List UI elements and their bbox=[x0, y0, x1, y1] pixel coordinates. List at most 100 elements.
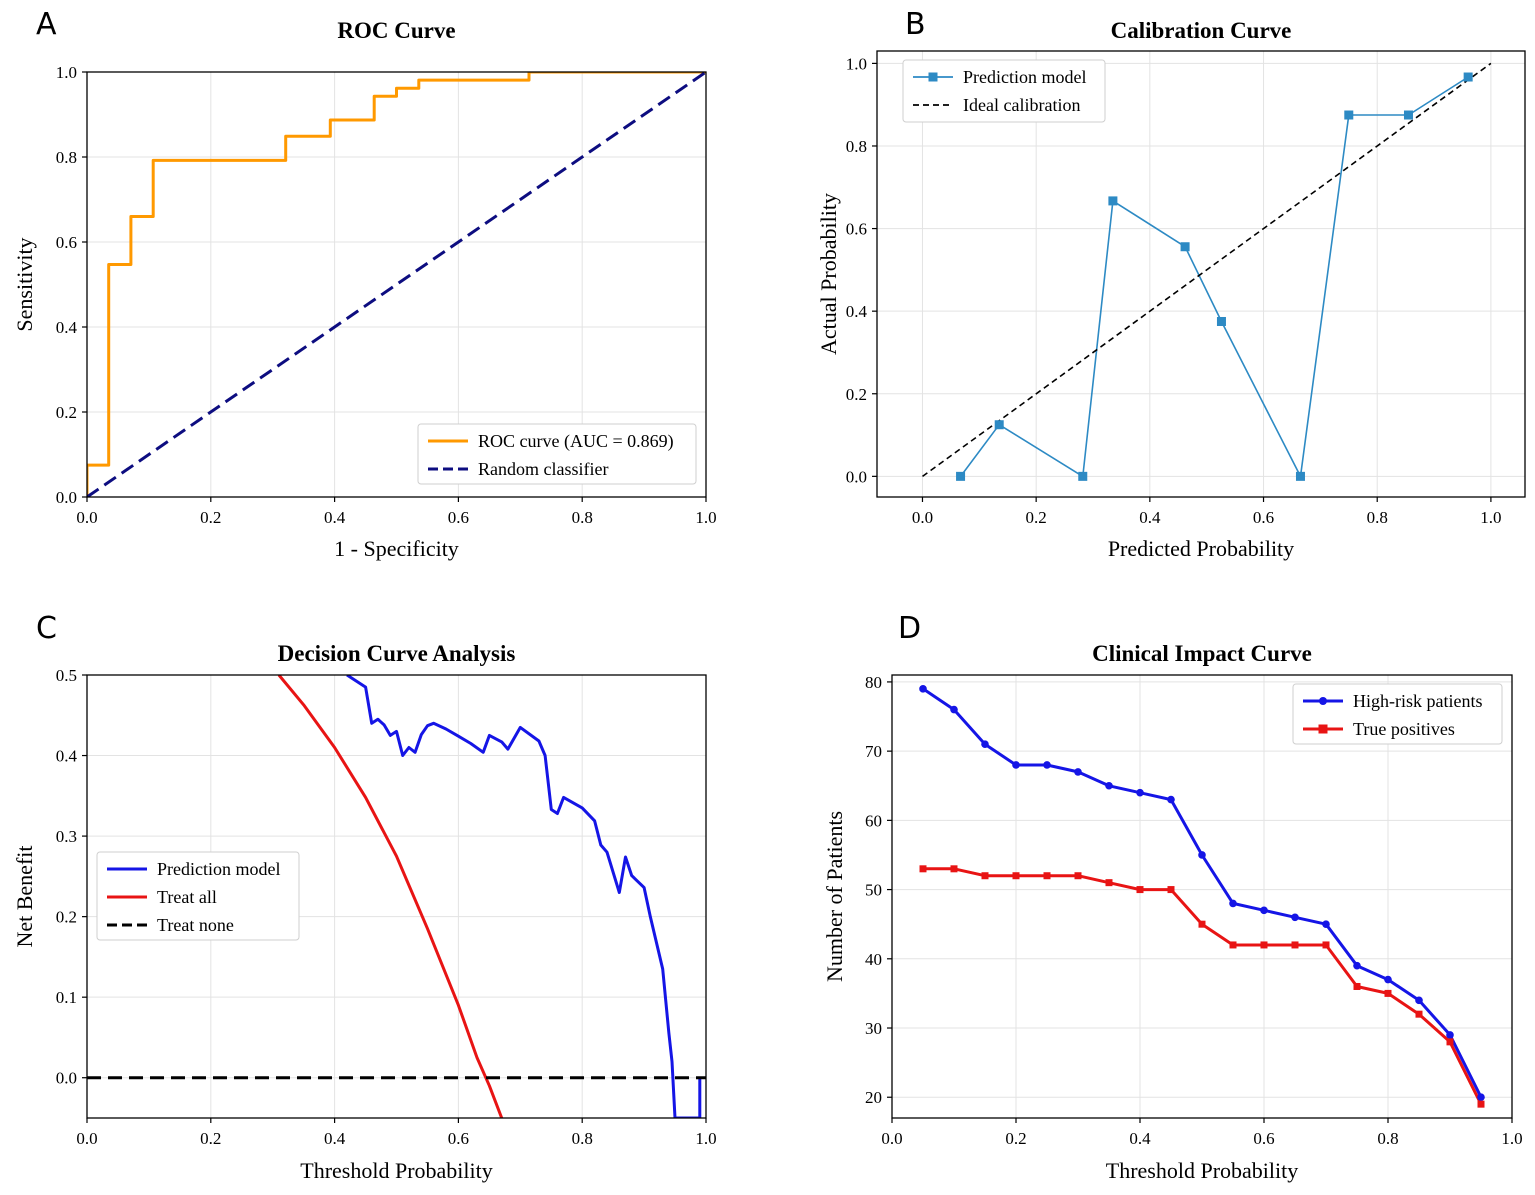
legend-label: Random classifier bbox=[478, 459, 608, 479]
panel-letter: B bbox=[905, 7, 926, 42]
y-tick-label: 40 bbox=[865, 950, 882, 969]
y-tick-label: 30 bbox=[865, 1019, 882, 1038]
data-point bbox=[1477, 1100, 1485, 1108]
y-tick-label: 0.4 bbox=[846, 302, 868, 321]
data-point bbox=[1291, 913, 1299, 922]
y-tick-label: 20 bbox=[865, 1088, 882, 1107]
data-point bbox=[1167, 795, 1175, 804]
chart-panel-b: 0.0 0.2 0.4 0.6 0.8 1.0 0.0 0.2 0.4 0.6 0.8 1.0 Cali… bbox=[816, 7, 1526, 561]
data-point bbox=[1353, 961, 1361, 970]
data-point bbox=[1043, 872, 1051, 880]
y-axis-label: Actual Probability bbox=[816, 193, 841, 355]
legend-label: Ideal calibration bbox=[963, 95, 1080, 115]
y-tick-label: 1.0 bbox=[846, 54, 867, 73]
data-point bbox=[1295, 471, 1305, 481]
data-point bbox=[1322, 920, 1330, 928]
legend-label: Treat none bbox=[157, 915, 234, 935]
legend: Prediction model Ideal calibration bbox=[902, 59, 1106, 123]
y-tick-label: 0.0 bbox=[846, 467, 867, 486]
y-tick-label: 0.2 bbox=[56, 403, 77, 422]
data-point bbox=[1105, 879, 1113, 887]
x-tick-label: 0.4 bbox=[1129, 1129, 1151, 1148]
legend-label: ROC curve (AUC = 0.869) bbox=[478, 431, 674, 452]
y-tick-label: 0.4 bbox=[56, 318, 78, 337]
data-point bbox=[981, 872, 989, 880]
x-tick-label: 0.0 bbox=[881, 1129, 902, 1148]
panel-letter: C bbox=[36, 611, 57, 646]
x-tick-label: 0.4 bbox=[324, 508, 346, 527]
x-tick-label: 0.2 bbox=[1026, 508, 1047, 527]
legend-box bbox=[1292, 683, 1503, 745]
legend: High-risk patients True positives bbox=[1292, 683, 1503, 745]
legend-box bbox=[96, 851, 300, 941]
y-tick-label: 0.6 bbox=[56, 233, 77, 252]
data-point bbox=[1344, 110, 1354, 120]
y-tick-label: 70 bbox=[865, 742, 882, 761]
data-point bbox=[1136, 886, 1144, 894]
data-point bbox=[1415, 1010, 1423, 1018]
data-point bbox=[1446, 1031, 1454, 1039]
y-tick-label: 0.0 bbox=[56, 1069, 77, 1088]
panel-letter: A bbox=[36, 7, 57, 42]
data-point bbox=[1167, 886, 1175, 894]
legend: Prediction model Treat all Treat none bbox=[96, 851, 300, 941]
data-point bbox=[1384, 989, 1392, 997]
legend-label: Prediction model bbox=[157, 859, 280, 879]
x-tick-label: 0.2 bbox=[1005, 1129, 1026, 1148]
legend-label: Prediction model bbox=[963, 67, 1086, 87]
y-tick-label: 0.3 bbox=[56, 827, 77, 846]
y-tick-label: 1.0 bbox=[56, 63, 77, 82]
x-axis-label: Predicted Probability bbox=[1108, 536, 1294, 561]
plot-area bbox=[87, 675, 706, 1118]
y-tick-label: 0.1 bbox=[56, 988, 77, 1007]
data-point bbox=[919, 685, 927, 693]
y-tick-label: 50 bbox=[865, 881, 882, 900]
data-point bbox=[1229, 899, 1237, 908]
x-tick-label: 0.6 bbox=[1253, 1129, 1274, 1148]
y-tick-label: 0.5 bbox=[56, 666, 77, 685]
data-point bbox=[1415, 996, 1423, 1005]
data-point bbox=[994, 420, 1004, 430]
plot-frame bbox=[86, 674, 707, 1119]
data-point bbox=[1078, 471, 1088, 481]
data-point bbox=[1260, 906, 1268, 915]
plot-frame bbox=[891, 674, 1513, 1119]
data-point bbox=[919, 865, 927, 873]
data-point bbox=[1074, 872, 1082, 880]
y-tick-label: 0.2 bbox=[846, 385, 867, 404]
x-tick-label: 0.4 bbox=[1139, 508, 1161, 527]
x-tick-label: 0.4 bbox=[324, 1129, 346, 1148]
y-axis-label: Net Benefit bbox=[12, 845, 37, 947]
x-tick-label: 1.0 bbox=[695, 1129, 716, 1148]
data-point bbox=[950, 705, 958, 714]
legend: ROC curve (AUC = 0.869) Random classifier bbox=[417, 423, 697, 485]
data-point bbox=[1108, 196, 1118, 206]
x-tick-label: 1.0 bbox=[1501, 1129, 1522, 1148]
x-tick-label: 0.2 bbox=[200, 508, 221, 527]
data-point bbox=[1180, 242, 1190, 252]
x-tick-label: 0.6 bbox=[448, 1129, 469, 1148]
data-point bbox=[1403, 110, 1413, 120]
data-point bbox=[1198, 851, 1206, 859]
legend-label: True positives bbox=[1353, 719, 1455, 739]
chart-title: ROC Curve bbox=[337, 18, 455, 43]
data-point bbox=[1260, 941, 1268, 949]
data-point bbox=[1043, 761, 1051, 769]
series-line-2 bbox=[277, 675, 504, 1118]
y-tick-label: 0.8 bbox=[846, 137, 867, 156]
y-tick-label: 0.4 bbox=[56, 747, 78, 766]
x-tick-label: 0.8 bbox=[1367, 508, 1388, 527]
plot-area bbox=[922, 62, 1492, 478]
y-tick-label: 0.8 bbox=[56, 148, 77, 167]
series-line-1 bbox=[346, 675, 702, 1118]
data-point bbox=[1012, 872, 1020, 880]
y-axis-label: Sensitivity bbox=[12, 237, 37, 331]
series-line-1 bbox=[922, 687, 1483, 1098]
chart-panel-c: 0.0 0.2 0.4 0.6 0.8 1.0 0.0 0.1 0.2 0.3 0.4 0.5 Deci… bbox=[12, 611, 717, 1183]
data-point bbox=[1229, 941, 1237, 949]
data-point bbox=[1384, 975, 1392, 984]
data-point bbox=[1291, 941, 1299, 949]
data-point bbox=[1353, 982, 1361, 990]
chart-title: Decision Curve Analysis bbox=[278, 641, 516, 666]
